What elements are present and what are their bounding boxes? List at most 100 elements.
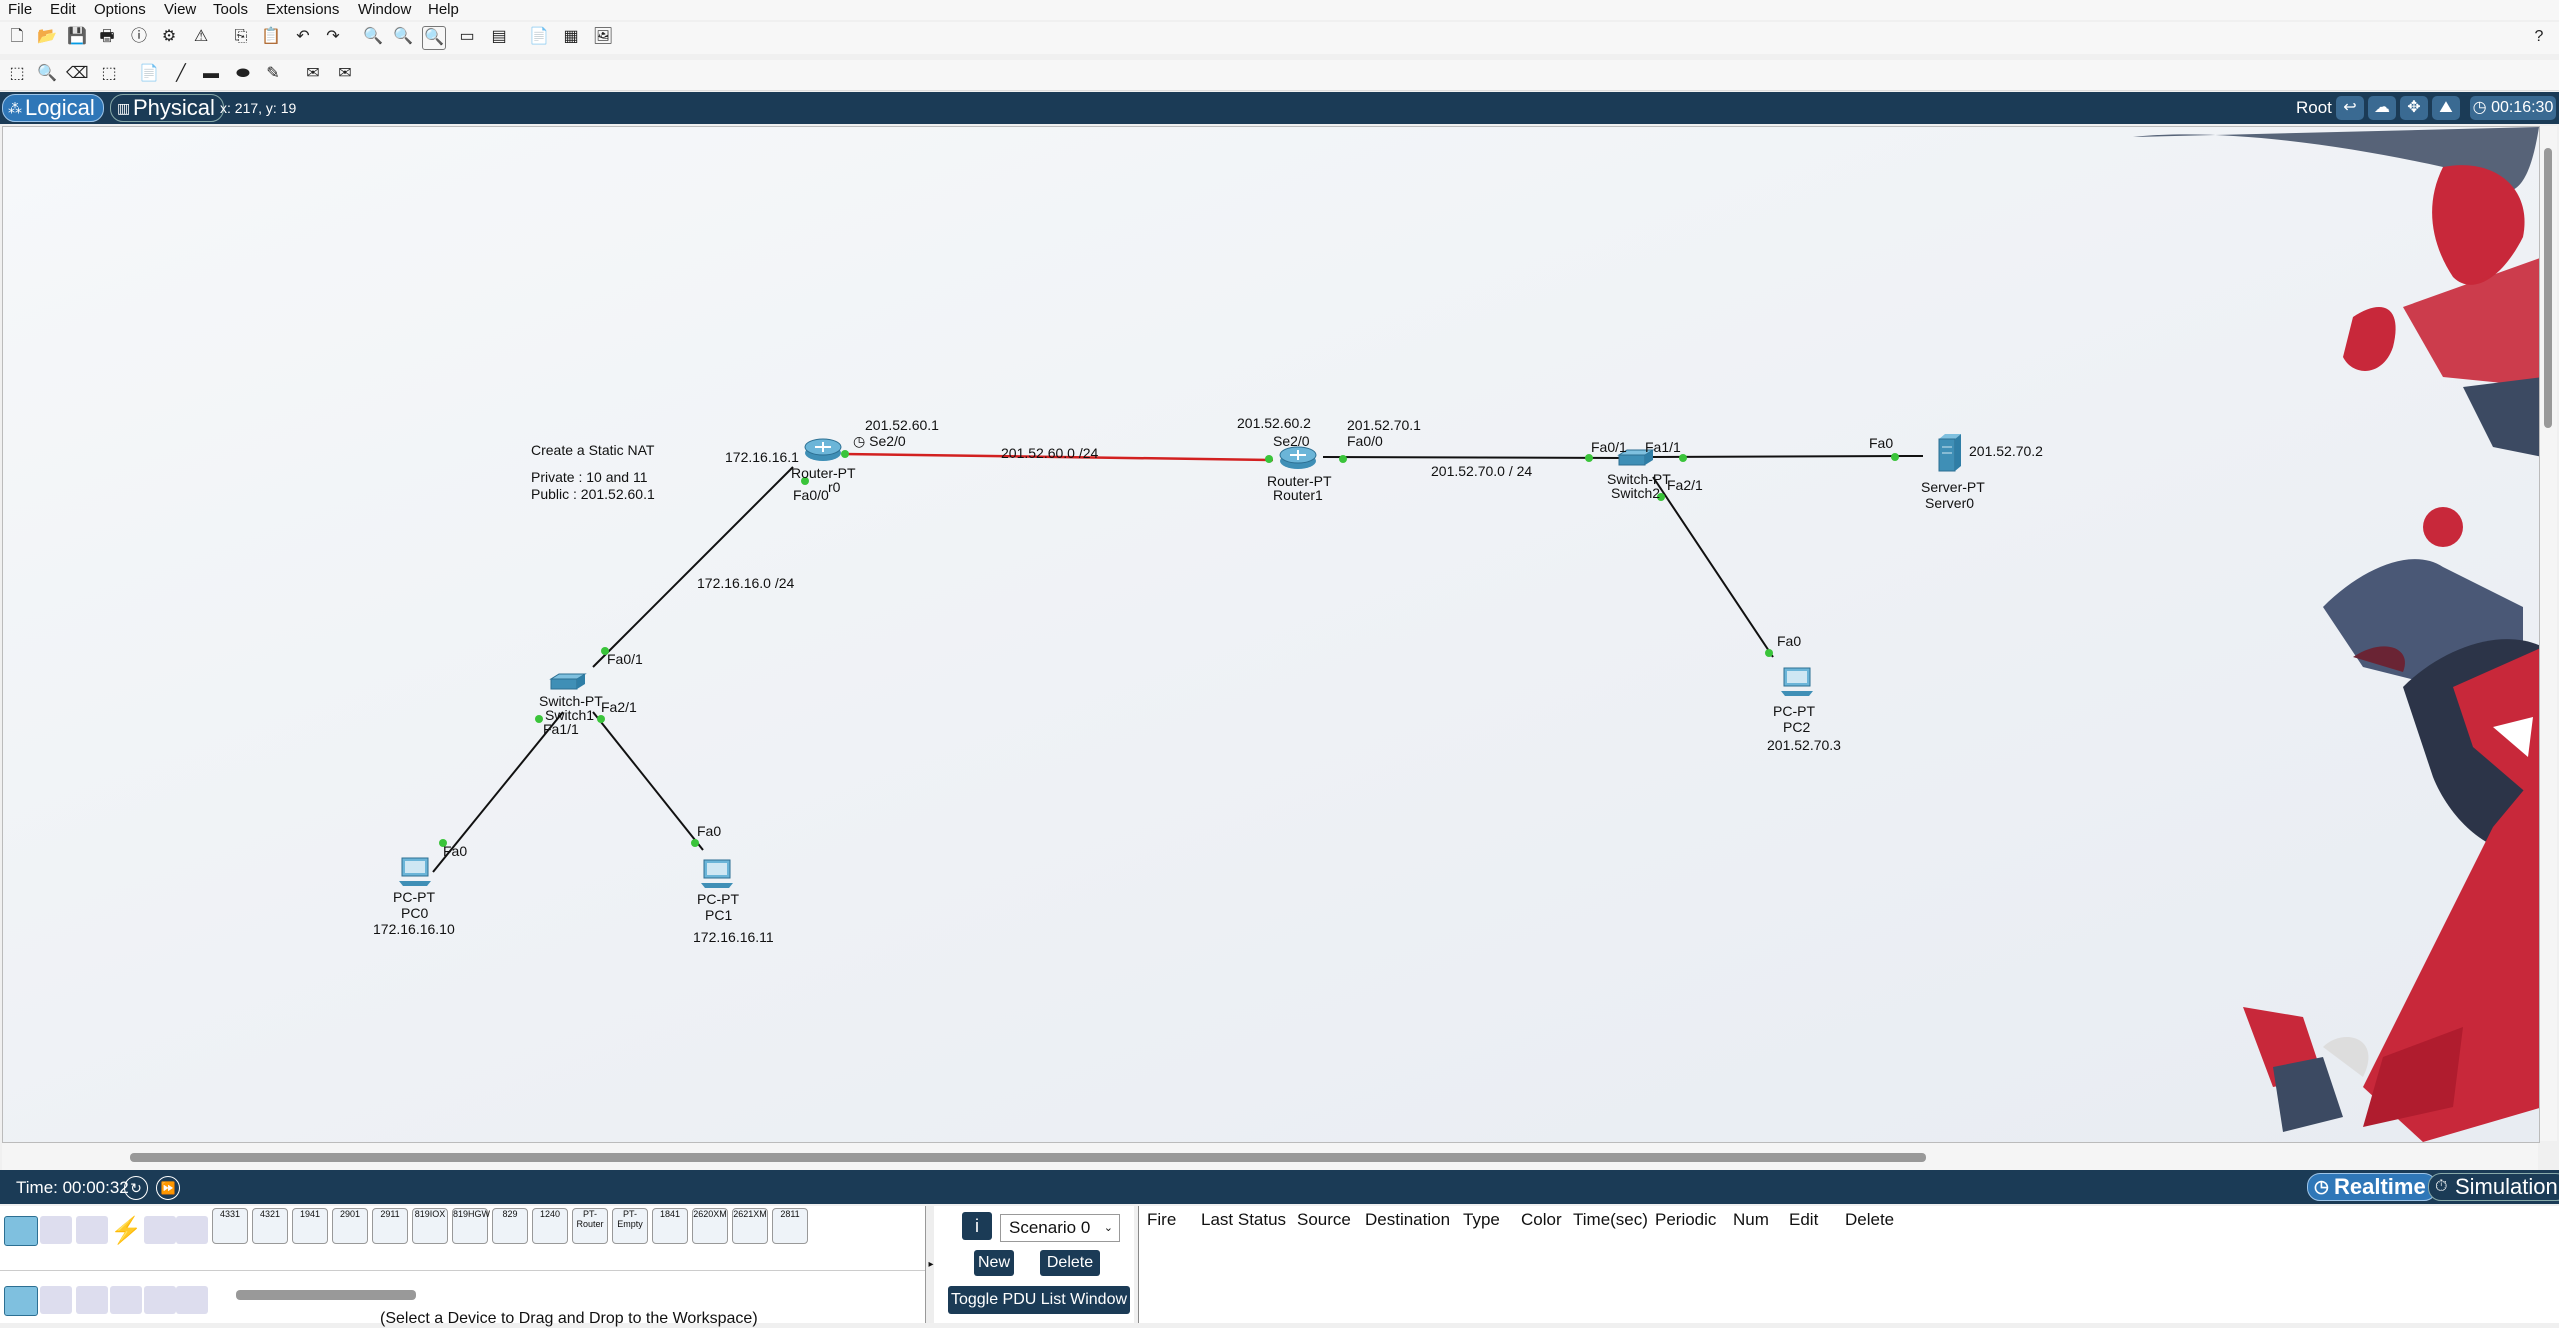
freeform-icon[interactable]: ✎ [266, 65, 280, 82]
device-model-4321[interactable]: 4321 [252, 1208, 288, 1244]
logical-workspace[interactable]: Create a Static NAT Private : 10 and 11 … [2, 126, 2540, 1143]
fast-forward-icon[interactable]: ⏩ [156, 1176, 180, 1200]
scenario-select[interactable]: Scenario 0 ⌄ [1000, 1214, 1120, 1242]
inspect-icon[interactable]: 🔍 [37, 65, 57, 82]
device-model-2901[interactable]: 2901 [332, 1208, 368, 1244]
panel-collapse-arrow-icon[interactable]: ▸ [926, 1206, 936, 1323]
draw-ellipse-icon[interactable]: ⬬ [236, 65, 250, 82]
toggle-pdu-list-button[interactable]: Toggle PDU List Window [948, 1286, 1130, 1314]
wireless-subcategory-icon[interactable] [110, 1286, 142, 1314]
new-scenario-button[interactable]: New [974, 1250, 1014, 1276]
components-category-icon[interactable] [76, 1216, 108, 1244]
realtime-mode-button[interactable]: ◷ Realtime [2307, 1173, 2437, 1201]
device-model-1941[interactable]: 1941 [292, 1208, 328, 1244]
info-icon[interactable]: i [962, 1212, 992, 1240]
delete-scenario-button[interactable]: Delete [1040, 1250, 1100, 1276]
logical-tab[interactable]: ⁂ Logical [2, 94, 104, 122]
pc1[interactable] [699, 859, 735, 889]
routers-subcategory-icon[interactable] [4, 1286, 38, 1316]
zoom-reset-icon[interactable]: 🔍 [393, 28, 413, 45]
router1[interactable] [1278, 445, 1318, 471]
switch1[interactable] [547, 673, 587, 691]
zoom-out-icon[interactable]: 🔍 [422, 26, 446, 50]
vertical-scrollbar[interactable] [2540, 126, 2557, 1141]
set-background-icon[interactable]: ⛰ [2432, 96, 2460, 120]
device-model-2620xm[interactable]: 2620XM [692, 1208, 728, 1244]
pc2[interactable] [1779, 667, 1815, 697]
print-icon[interactable]: 🖶 [99, 28, 115, 45]
multiuser-category-icon[interactable] [176, 1216, 208, 1244]
resize-icon[interactable]: ⬚ [101, 65, 117, 82]
simulation-mode-button[interactable]: ⏱ Simulation [2428, 1173, 2559, 1201]
power-cycle-icon[interactable]: ↻ [124, 1176, 148, 1200]
cluster-icon[interactable]: ☁ [2368, 96, 2396, 120]
draw-rectangle-icon[interactable]: ▬ [203, 65, 219, 82]
draw-line-icon[interactable]: ╱ [176, 65, 186, 82]
new-file-icon[interactable]: 🗋 [10, 28, 24, 45]
note-icon[interactable]: 📄 [139, 65, 159, 82]
network-devices-category-icon[interactable] [4, 1216, 38, 1246]
menu-window[interactable]: Window [358, 1, 412, 18]
device-model-4331[interactable]: 4331 [212, 1208, 248, 1244]
redo-icon[interactable]: ↷ [326, 28, 340, 45]
security-subcategory-icon[interactable] [144, 1286, 176, 1314]
device-model-819iox[interactable]: 819IOX [412, 1208, 448, 1244]
save-icon[interactable]: 💾 [67, 28, 87, 45]
device-model-819hgw[interactable]: 819HGW [452, 1208, 490, 1244]
custom-device-icon[interactable]: ▭ [459, 28, 475, 45]
server-icon [1938, 434, 1961, 472]
device-model-pt-empty[interactable]: PT-Empty [612, 1208, 648, 1244]
device-model-829[interactable]: 829 [492, 1208, 528, 1244]
move-object-icon[interactable]: ✥ [2400, 96, 2428, 120]
notes-icon[interactable]: 📄 [529, 28, 549, 45]
horizontal-scroll-thumb[interactable] [130, 1153, 1926, 1162]
menu-help[interactable]: Help [428, 1, 459, 18]
column-source: Source [1297, 1210, 1351, 1229]
router1-serial-port: Se2/0 [1273, 433, 1310, 449]
device-model-pt-router[interactable]: PT-Router [572, 1208, 608, 1244]
device-model-2911[interactable]: 2911 [372, 1208, 408, 1244]
help-icon[interactable]: ? [2534, 28, 2544, 45]
menu-view[interactable]: View [164, 1, 197, 18]
misc-category-icon[interactable] [144, 1216, 176, 1244]
network-info-icon[interactable]: ⚙ [161, 28, 177, 45]
device-model-1240[interactable]: 1240 [532, 1208, 568, 1244]
zoom-in-icon[interactable]: 🔍 [363, 28, 383, 45]
complex-pdu-icon[interactable]: ✉ [338, 65, 352, 82]
delete-icon[interactable]: ⌫ [66, 65, 89, 82]
tray-scroll-thumb[interactable] [236, 1290, 416, 1300]
activity-wizard-icon[interactable]: ⚠ [193, 28, 209, 45]
menu-tools[interactable]: Tools [213, 1, 249, 18]
viewport-icon[interactable]: ▦ [563, 28, 579, 45]
select-icon[interactable]: ⬚ [9, 65, 25, 82]
menu-extensions[interactable]: Extensions [266, 1, 340, 18]
image-icon[interactable]: 🖼 [592, 28, 614, 45]
wan-emulation-subcategory-icon[interactable] [176, 1286, 208, 1314]
connections-category-icon[interactable]: ⚡ [110, 1215, 143, 1245]
topology-note[interactable]: Create a Static NAT Private : 10 and 11 … [531, 442, 655, 503]
vertical-scroll-thumb[interactable] [2544, 148, 2552, 428]
pc0[interactable] [397, 857, 433, 887]
switch2[interactable] [1615, 449, 1655, 467]
simple-pdu-icon[interactable]: ✉ [306, 65, 320, 82]
menu-options[interactable]: Options [94, 1, 146, 18]
server0[interactable] [1935, 433, 1963, 473]
physical-tab[interactable]: ▥ Physical [110, 94, 224, 122]
palette-icon[interactable]: ▤ [491, 28, 507, 45]
back-icon[interactable]: ↩ [2336, 96, 2364, 120]
hubs-subcategory-icon[interactable] [76, 1286, 108, 1314]
switches-subcategory-icon[interactable] [40, 1286, 72, 1314]
end-devices-category-icon[interactable] [40, 1216, 72, 1244]
device-model-2811[interactable]: 2811 [772, 1208, 808, 1244]
router0[interactable] [803, 437, 843, 463]
menu-edit[interactable]: Edit [50, 1, 76, 18]
undo-icon[interactable]: ↶ [296, 28, 310, 45]
open-folder-icon[interactable]: 📂 [37, 28, 57, 45]
device-model-2621xm[interactable]: 2621XM [732, 1208, 768, 1244]
menu-file[interactable]: File [8, 1, 33, 18]
paste-icon[interactable]: 📋 [261, 28, 281, 45]
copy-icon[interactable]: ⎘ [234, 28, 248, 45]
horizontal-scrollbar[interactable] [2, 1143, 2538, 1171]
device-model-1841[interactable]: 1841 [652, 1208, 688, 1244]
info-icon[interactable]: ⓘ [130, 28, 147, 45]
